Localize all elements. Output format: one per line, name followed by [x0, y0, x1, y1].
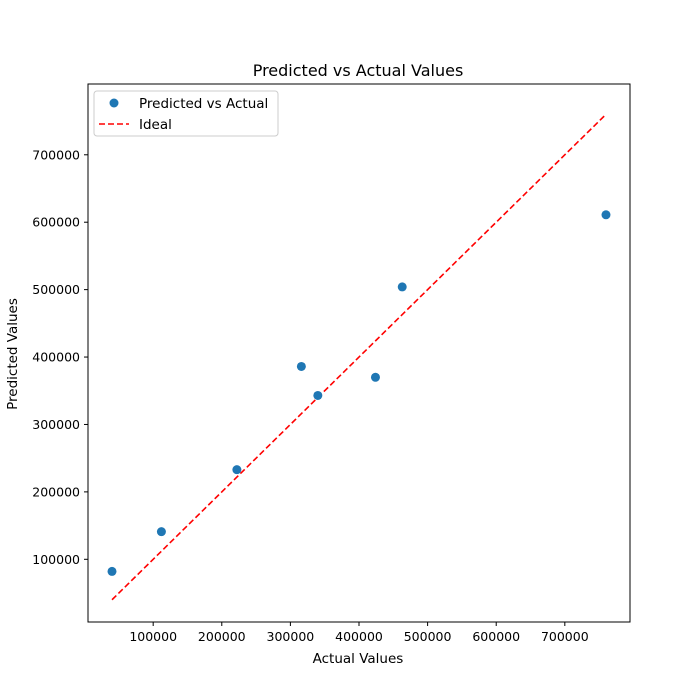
x-tick-label: 600000 — [472, 629, 520, 644]
y-tick-label: 200000 — [32, 484, 80, 499]
data-point — [156, 527, 166, 537]
data-point — [107, 566, 117, 576]
y-tick-label: 500000 — [32, 282, 80, 297]
y-tick-label: 100000 — [32, 552, 80, 567]
legend-marker-points — [109, 98, 119, 108]
x-axis-title: Actual Values — [313, 651, 404, 667]
data-point — [397, 282, 407, 292]
data-point — [313, 390, 323, 400]
x-tick-label: 500000 — [404, 629, 452, 644]
y-tick-label: 400000 — [32, 350, 80, 365]
y-tick-label: 700000 — [32, 147, 80, 162]
ideal-line — [111, 113, 607, 601]
x-tick-label: 100000 — [129, 629, 177, 644]
legend-box — [93, 90, 279, 137]
y-tick-label: 600000 — [32, 215, 80, 230]
y-axis-title: Predicted Values — [5, 298, 21, 410]
data-point — [601, 210, 611, 220]
legend-label-points: Predicted vs Actual — [139, 96, 268, 112]
data-point — [232, 465, 242, 475]
data-point — [370, 372, 380, 382]
plot-area — [107, 113, 611, 601]
legend-label-ideal: Ideal — [139, 117, 172, 133]
x-tick-label: 300000 — [267, 629, 315, 644]
x-tick-label: 400000 — [335, 629, 383, 644]
plot-frame — [87, 83, 631, 623]
data-point — [296, 361, 306, 371]
x-tick-label: 200000 — [198, 629, 246, 644]
legend: Predicted vs Actual Ideal — [93, 90, 279, 137]
x-axis: 100000 200000 300000 400000 500000 600000 7000… — [129, 622, 589, 644]
x-tick-label: 700000 — [541, 629, 589, 644]
y-tick-label: 300000 — [32, 417, 80, 432]
y-axis: 100000 200000 300000 400000 500000 600000 7000… — [32, 147, 88, 567]
chart-title: Predicted vs Actual Values — [253, 61, 464, 80]
